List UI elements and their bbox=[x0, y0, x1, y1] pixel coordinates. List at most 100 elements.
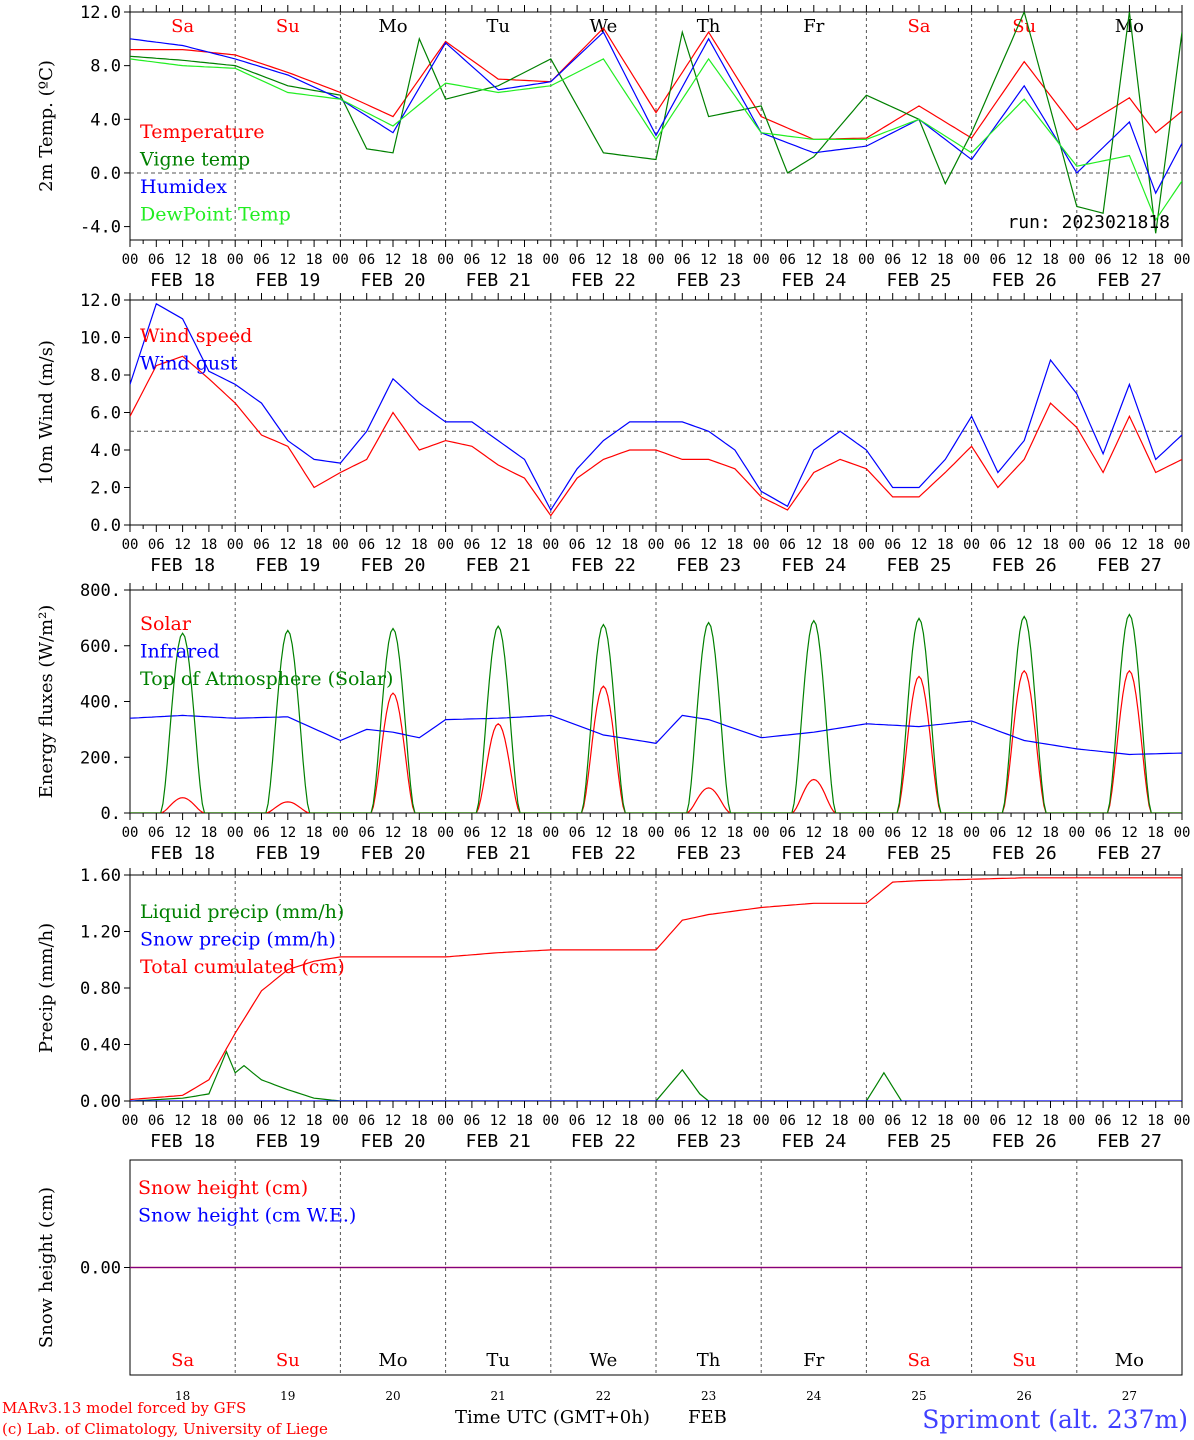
hour-label: 18 bbox=[832, 825, 849, 841]
day-label: FEB 25 bbox=[886, 555, 951, 576]
hour-label: 12 bbox=[805, 825, 822, 841]
weekday-label: Sa bbox=[171, 16, 194, 37]
day-label: FEB 27 bbox=[1097, 270, 1162, 291]
weekday-label: Su bbox=[1012, 1350, 1036, 1371]
day-label: FEB 18 bbox=[150, 843, 215, 864]
weekday-label: Fr bbox=[803, 16, 824, 37]
hour-label: 06 bbox=[989, 537, 1006, 553]
day-label: FEB 23 bbox=[676, 1131, 741, 1152]
footer-credit-line2: (c) Lab. of Climatology, University of L… bbox=[2, 1420, 328, 1438]
hour-label: 00 bbox=[648, 825, 665, 841]
hour-label: 06 bbox=[148, 1113, 165, 1129]
y-tick-label: 2.0 bbox=[90, 479, 121, 499]
hour-label: 00 bbox=[227, 1113, 244, 1129]
weekday-label: Mo bbox=[378, 1350, 407, 1371]
day-number: 25 bbox=[911, 1389, 926, 1403]
hour-label: 12 bbox=[490, 252, 507, 268]
hour-label: 06 bbox=[358, 1113, 375, 1129]
hour-label: 12 bbox=[1016, 825, 1033, 841]
y-tick-label: 600. bbox=[80, 637, 121, 657]
series-line bbox=[130, 31, 1182, 195]
panel-1: -4.0 0.0 4.0 8.0 12.0 2m Temp. (ºC) 00 06 12 18 00… bbox=[36, 3, 1190, 291]
day-number: 21 bbox=[491, 1389, 506, 1403]
panel-5: 0.00 Snow height (cm) Sa Su Mo Tu We Th Fr Sa Su Mo… bbox=[36, 1159, 1183, 1403]
hour-label: 12 bbox=[279, 825, 296, 841]
day-label: FEB 20 bbox=[360, 270, 425, 291]
day-number: 23 bbox=[701, 1389, 716, 1403]
run-annotation: run: 2023021818 bbox=[1007, 212, 1170, 233]
legend-entry: Infrared bbox=[140, 641, 220, 663]
series-group bbox=[130, 302, 1182, 517]
day-label: FEB 24 bbox=[781, 1131, 846, 1152]
hour-label: 00 bbox=[1174, 252, 1191, 268]
y-tick-label: 8.0 bbox=[90, 57, 121, 77]
series-group bbox=[130, 877, 1182, 1101]
hour-label: 12 bbox=[1016, 537, 1033, 553]
hour-label: 06 bbox=[1095, 825, 1112, 841]
hour-label: 06 bbox=[358, 537, 375, 553]
hour-label: 00 bbox=[227, 252, 244, 268]
hour-label: 00 bbox=[542, 252, 559, 268]
hour-label: 12 bbox=[1016, 1113, 1033, 1129]
day-label: FEB 25 bbox=[886, 270, 951, 291]
hour-label: 06 bbox=[884, 252, 901, 268]
hour-label: 18 bbox=[306, 1113, 323, 1129]
hour-label: 12 bbox=[595, 1113, 612, 1129]
hour-label: 18 bbox=[1042, 537, 1059, 553]
hour-label: 18 bbox=[621, 252, 638, 268]
series-line bbox=[130, 302, 1182, 512]
hour-label: 18 bbox=[621, 825, 638, 841]
day-number: 22 bbox=[596, 1389, 611, 1403]
hour-label: 00 bbox=[122, 1113, 139, 1129]
weekday-label: Su bbox=[276, 1350, 300, 1371]
day-label: FEB 27 bbox=[1097, 1131, 1162, 1152]
y-tick-label: 0.0 bbox=[90, 164, 121, 184]
hour-label: 12 bbox=[805, 252, 822, 268]
legend-entry: Top of Atmosphere (Solar) bbox=[140, 668, 393, 690]
y-tick-label: 8.0 bbox=[90, 366, 121, 386]
hour-label: 00 bbox=[1068, 825, 1085, 841]
station-name: Sprimont (alt. 237m) bbox=[922, 1405, 1188, 1434]
hour-label: 00 bbox=[858, 825, 875, 841]
hour-label: 18 bbox=[306, 252, 323, 268]
hour-label: 00 bbox=[437, 1113, 454, 1129]
hour-label: 18 bbox=[621, 537, 638, 553]
day-label: FEB 20 bbox=[360, 1131, 425, 1152]
day-number: 19 bbox=[280, 1389, 295, 1403]
hour-label: 18 bbox=[411, 252, 428, 268]
hour-label: 18 bbox=[1147, 1113, 1164, 1129]
day-label: FEB 22 bbox=[571, 1131, 636, 1152]
series-line bbox=[130, 27, 1182, 141]
footer-credit-line1: MARv3.13 model forced by GFS bbox=[2, 1399, 246, 1417]
y-axis-label: Precip (mm/h) bbox=[36, 923, 57, 1053]
legend-entry: Solar bbox=[140, 613, 192, 635]
day-label: FEB 21 bbox=[466, 843, 531, 864]
y-axis-label: Snow height (cm) bbox=[36, 1187, 57, 1348]
hour-label: 00 bbox=[858, 252, 875, 268]
day-label: FEB 19 bbox=[255, 270, 320, 291]
day-label: FEB 20 bbox=[360, 843, 425, 864]
day-label: FEB 21 bbox=[466, 555, 531, 576]
day-label: FEB 18 bbox=[150, 270, 215, 291]
hour-label: 06 bbox=[569, 825, 586, 841]
hour-label: 00 bbox=[963, 1113, 980, 1129]
weekday-label: Sa bbox=[907, 1350, 930, 1371]
hour-label: 06 bbox=[358, 252, 375, 268]
y-tick-label: -4.0 bbox=[80, 218, 121, 238]
day-label: FEB 27 bbox=[1097, 843, 1162, 864]
hour-label: 00 bbox=[332, 252, 349, 268]
hour-label: 00 bbox=[437, 537, 454, 553]
y-tick-label: 4.0 bbox=[90, 441, 121, 461]
hour-label: 18 bbox=[1147, 537, 1164, 553]
weekday-label: Fr bbox=[803, 1350, 824, 1371]
hour-label: 12 bbox=[911, 252, 928, 268]
series-line bbox=[130, 613, 1182, 813]
series-line bbox=[130, 714, 1182, 756]
day-label: FEB 21 bbox=[466, 1131, 531, 1152]
day-label: FEB 26 bbox=[992, 555, 1057, 576]
day-label: FEB 25 bbox=[886, 1131, 951, 1152]
hour-label: 06 bbox=[674, 825, 691, 841]
hour-label: 00 bbox=[648, 252, 665, 268]
day-label: FEB 22 bbox=[571, 555, 636, 576]
